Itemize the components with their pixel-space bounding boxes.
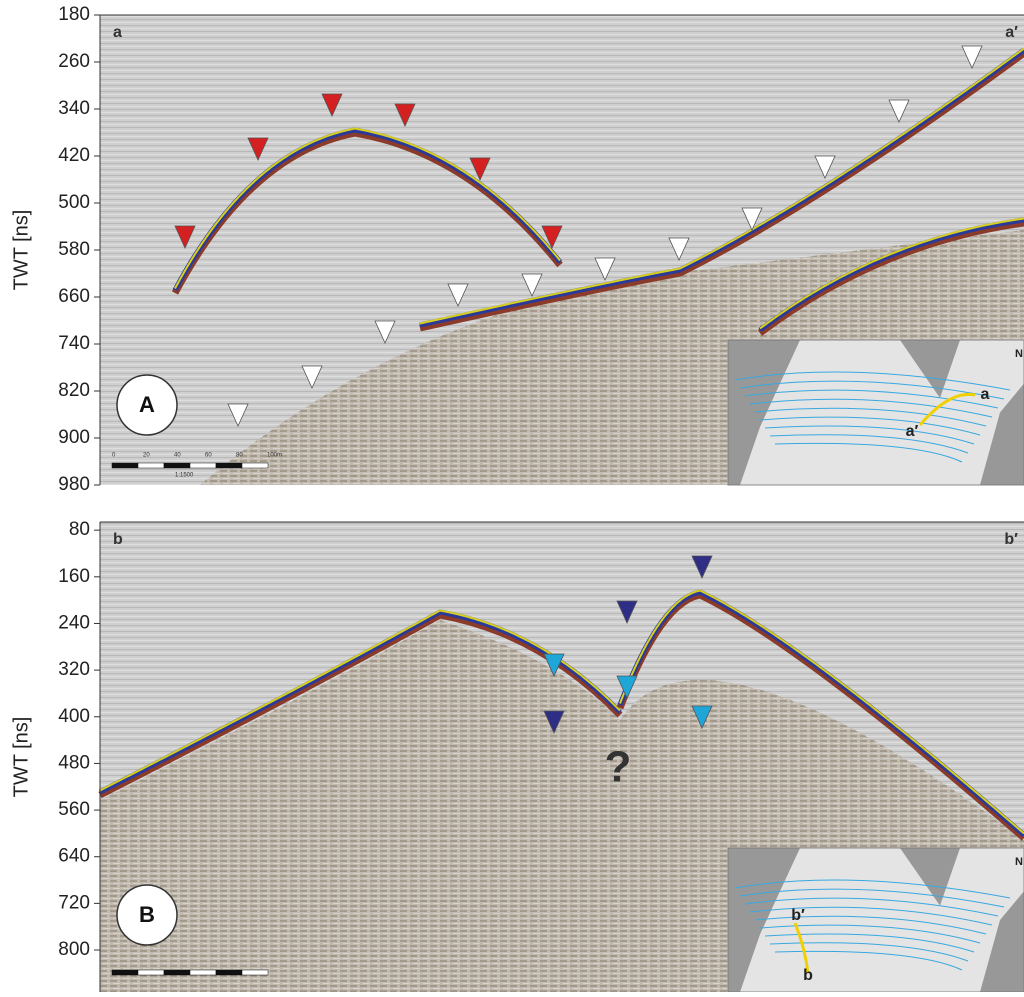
inset-north: N — [1015, 348, 1023, 360]
y-tick-label: 420 — [58, 145, 90, 166]
page: 180 260 340 420 500 580 660 740 820 900 980 TWT [ns… — [0, 0, 1024, 992]
inset-label: b′ — [791, 907, 805, 924]
scale-segment — [242, 970, 268, 975]
scale-segment — [190, 970, 216, 975]
panel-label: A — [139, 392, 155, 417]
y-tick-label: 900 — [58, 427, 90, 448]
scale-segment — [216, 463, 242, 468]
profile-start: a — [113, 24, 122, 41]
inset-north: N — [1015, 856, 1023, 868]
profile-end: b′ — [1004, 531, 1018, 548]
scale-label: 100m — [267, 453, 282, 459]
scale-label: 40 — [174, 453, 181, 459]
scale-segment — [164, 463, 190, 468]
scale-segment — [138, 970, 164, 975]
scale-segment — [216, 970, 242, 975]
panel-label: B — [139, 902, 155, 927]
y-axis-label: TWT [ns] — [10, 717, 32, 798]
y-tick-label: 240 — [58, 612, 90, 633]
inset-label: b — [803, 967, 813, 984]
profile-start: b — [113, 531, 123, 548]
scale-segment — [112, 463, 138, 468]
y-tick-label: 560 — [58, 799, 90, 820]
inset-label: a′ — [906, 423, 919, 440]
y-tick-label: 720 — [58, 892, 90, 913]
y-tick-label: 260 — [58, 51, 90, 72]
scale-segment — [138, 463, 164, 468]
y-axis-label: TWT [ns] — [10, 210, 32, 291]
y-tick-label: 320 — [58, 659, 90, 680]
scale-segment — [164, 970, 190, 975]
y-tick-label: 80 — [69, 519, 90, 540]
y-tick-label: 800 — [58, 939, 90, 960]
y-tick-label: 640 — [58, 846, 90, 867]
scale-label: 60 — [205, 453, 212, 459]
scale-segment — [190, 463, 216, 468]
annotation: ? — [605, 743, 632, 792]
y-tick-label: 980 — [58, 474, 90, 495]
scale-segment — [242, 463, 268, 468]
scale-label: 80 — [236, 453, 243, 459]
y-tick-label: 500 — [58, 192, 90, 213]
y-tick-label: 400 — [58, 706, 90, 727]
y-tick-label: 660 — [58, 286, 90, 307]
inset-label: a — [981, 386, 990, 403]
y-tick-label: 340 — [58, 98, 90, 119]
y-tick-label: 740 — [58, 333, 90, 354]
figure: 180 260 340 420 500 580 660 740 820 900 980 TWT [ns… — [0, 0, 1024, 992]
y-tick-label: 160 — [58, 566, 90, 587]
y-tick-label: 580 — [58, 239, 90, 260]
y-tick-label: 480 — [58, 752, 90, 773]
profile-end: a′ — [1005, 24, 1018, 41]
y-tick-label: 180 — [58, 4, 90, 25]
scale-segment — [112, 970, 138, 975]
y-tick-label: 820 — [58, 380, 90, 401]
scale-label: 20 — [143, 453, 150, 459]
scale-note: 1:1500 — [175, 473, 194, 479]
